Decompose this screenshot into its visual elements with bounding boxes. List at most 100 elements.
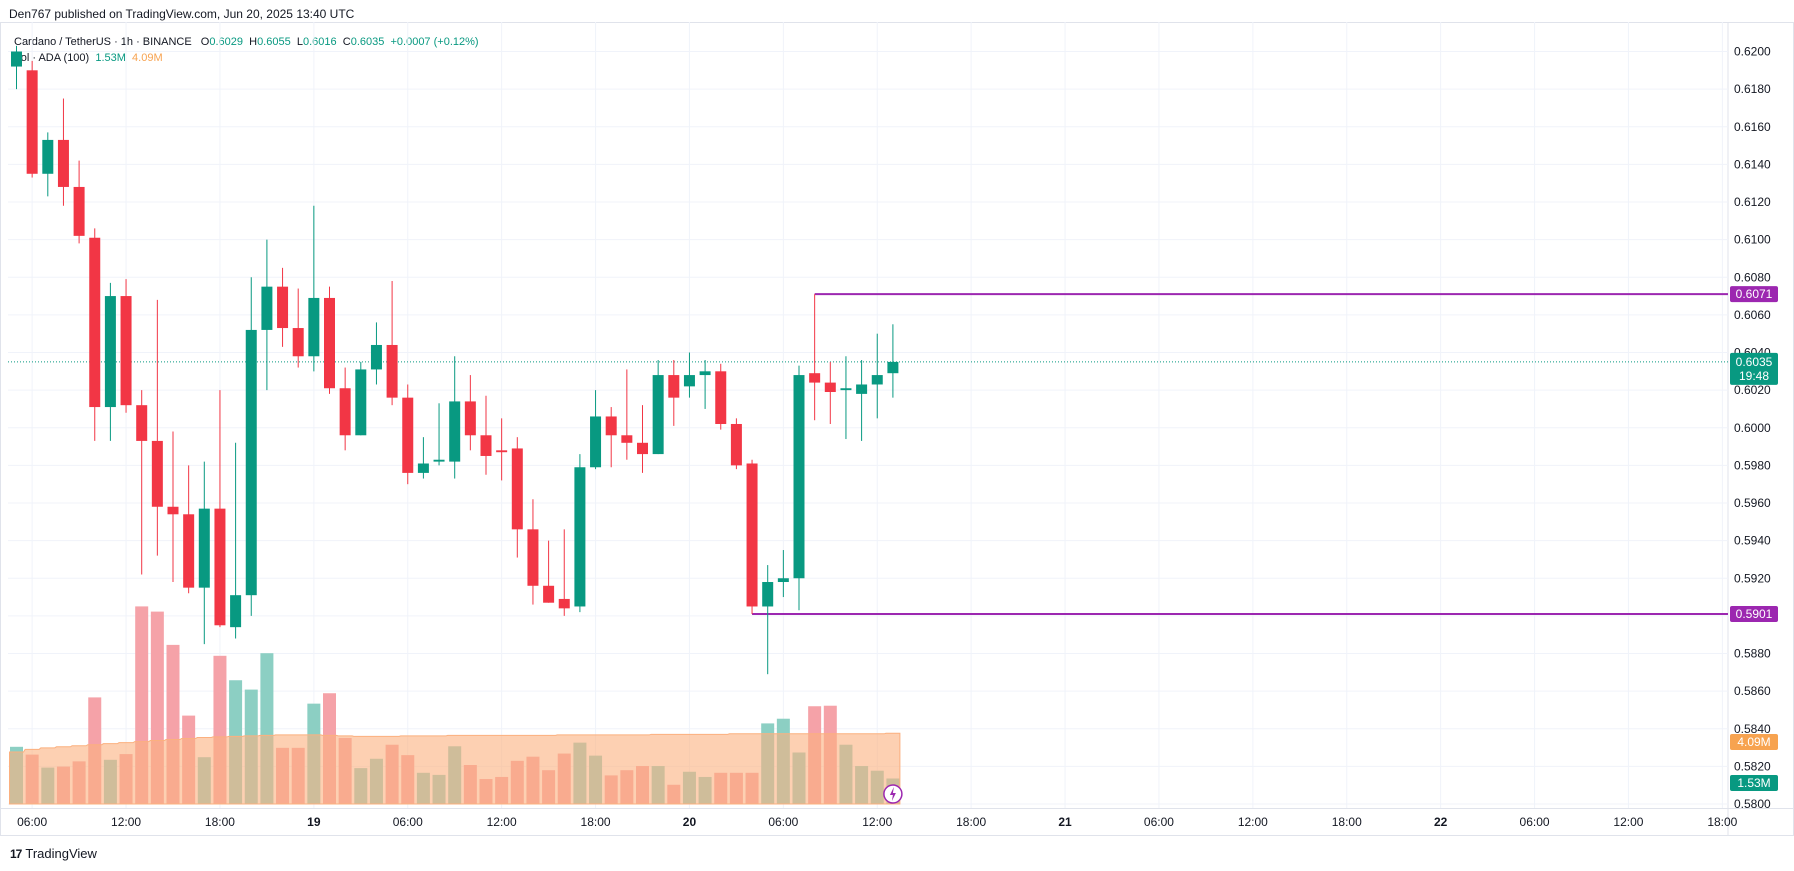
- x-tick-label: 20: [683, 815, 697, 829]
- y-tick-label: 0.6060: [1734, 308, 1771, 322]
- candle-body: [370, 344, 382, 370]
- candle-body: [621, 435, 633, 443]
- candle-body: [683, 375, 695, 387]
- open-label: O: [200, 36, 210, 48]
- high-value: 0.6055: [257, 36, 291, 48]
- x-tick-label: 22: [1434, 815, 1448, 829]
- level-label-bg: [1730, 605, 1778, 622]
- candle-body: [261, 286, 273, 330]
- volume-ma-area: [9, 732, 901, 805]
- chart-legend: Cardano / TetherUS · 1h · BINANCE O0.602…: [14, 34, 479, 66]
- y-tick-label: 0.6100: [1734, 233, 1771, 247]
- publish-note: Den767 published on TradingView.com, Jun…: [9, 7, 355, 21]
- candle-body: [871, 375, 883, 385]
- candle-body: [887, 361, 899, 374]
- y-tick-label: 0.6140: [1734, 157, 1771, 171]
- y-tick-label: 0.5960: [1734, 496, 1771, 510]
- candle-body: [637, 442, 648, 455]
- low-label: L: [296, 36, 303, 48]
- y-tick-label: 0.5940: [1734, 534, 1771, 548]
- close-value: 0.6035: [350, 36, 385, 48]
- y-tick-label: 0.6160: [1734, 120, 1771, 134]
- candle-body: [543, 585, 555, 603]
- x-tick-label: 12:00: [1613, 815, 1643, 829]
- candle-body: [417, 463, 429, 473]
- candle-body: [230, 595, 242, 628]
- open-value: 0.6029: [209, 36, 243, 48]
- x-tick-label: 06:00: [1144, 815, 1174, 829]
- candle-body: [73, 186, 85, 236]
- candle-body: [652, 375, 664, 455]
- candle-body: [777, 578, 789, 583]
- volume-value: 1.53M: [95, 52, 126, 64]
- x-tick-label: 12:00: [1238, 815, 1268, 829]
- candle-body: [449, 401, 461, 462]
- candle-body: [136, 405, 148, 441]
- y-tick-label: 0.6120: [1734, 195, 1771, 209]
- candle-body: [402, 397, 414, 473]
- y-tick-label: 0.6000: [1734, 421, 1771, 435]
- candle-body: [104, 296, 116, 408]
- y-tick-label: 0.6080: [1734, 270, 1771, 284]
- candle-body: [324, 297, 335, 389]
- y-tick-label: 0.5860: [1734, 684, 1771, 698]
- y-tick-label: 0.5980: [1734, 458, 1771, 472]
- level-label: 0.5901: [1736, 607, 1773, 621]
- candle-body: [120, 296, 132, 406]
- x-tick-label: 19: [307, 815, 321, 829]
- candle-body: [339, 388, 351, 436]
- x-tick-label: 21: [1058, 815, 1072, 829]
- candle-body: [496, 450, 508, 453]
- y-tick-label: 0.5840: [1734, 722, 1771, 736]
- candle-body: [730, 423, 742, 466]
- x-tick-label: 18:00: [205, 815, 235, 829]
- candle-body: [167, 506, 179, 515]
- lightning-glyph: [889, 787, 896, 801]
- candle-body: [355, 369, 367, 436]
- candle-body: [26, 70, 38, 174]
- candle-body: [480, 435, 492, 456]
- candle-body: [57, 139, 69, 187]
- candle-body: [511, 448, 523, 530]
- candle-body: [590, 416, 602, 468]
- y-tick-label: 0.5880: [1734, 647, 1771, 661]
- x-tick-label: 18:00: [1707, 815, 1737, 829]
- candle-body: [762, 582, 774, 607]
- candle-body: [245, 329, 257, 596]
- x-tick-label: 06:00: [1520, 815, 1550, 829]
- candle-body: [824, 382, 836, 393]
- x-tick-label: 12:00: [862, 815, 892, 829]
- candle-body: [183, 514, 195, 588]
- level-label-bg: [1730, 286, 1778, 303]
- symbol-label[interactable]: Cardano / TetherUS · 1h · BINANCE: [14, 36, 192, 48]
- y-tick-label: 0.6020: [1734, 383, 1771, 397]
- candle-body: [214, 508, 226, 626]
- candle-body: [668, 375, 680, 398]
- candle-body: [699, 371, 711, 376]
- close-label: C: [342, 36, 351, 48]
- y-tick-label: 0.5820: [1734, 759, 1771, 773]
- x-tick-label: 18:00: [956, 815, 986, 829]
- candle-body: [89, 237, 101, 408]
- candle-body: [793, 375, 805, 579]
- high-label: H: [249, 36, 258, 48]
- candle-body: [840, 388, 852, 391]
- candle-body: [386, 344, 398, 398]
- last-price-label: 0.6035: [1736, 355, 1773, 369]
- x-tick-label: 18:00: [1332, 815, 1362, 829]
- brand-name: TradingView: [25, 846, 97, 861]
- candle-body: [292, 328, 304, 357]
- low-value: 0.6016: [302, 36, 337, 48]
- candle-body: [605, 416, 617, 436]
- tradingview-brand[interactable]: 17 TradingView: [10, 846, 97, 861]
- candle-body: [11, 51, 22, 67]
- last-price-label-bg: [1730, 352, 1778, 385]
- candle-body: [746, 463, 758, 607]
- candle-body: [151, 440, 163, 507]
- candle-body: [856, 384, 868, 394]
- tradingview-logo-icon: 17: [10, 846, 22, 861]
- volume-label[interactable]: Vol · ADA (100): [14, 52, 90, 64]
- candle-body: [527, 529, 539, 586]
- candle-body: [308, 297, 320, 357]
